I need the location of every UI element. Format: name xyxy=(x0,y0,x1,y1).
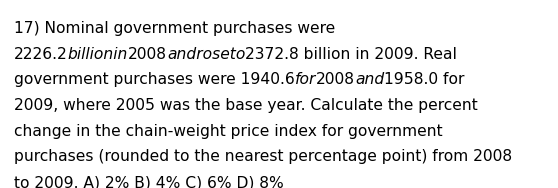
Text: 2226.2: 2226.2 xyxy=(14,46,68,61)
Text: 2009, where 2005 was the base year. Calculate the percent: 2009, where 2005 was the base year. Calc… xyxy=(14,98,478,113)
Text: androseto: androseto xyxy=(167,46,246,61)
Text: 2008: 2008 xyxy=(316,72,355,87)
Text: for: for xyxy=(295,72,316,87)
Text: and: and xyxy=(355,72,384,87)
Text: billionin: billionin xyxy=(68,46,128,61)
Text: 2008: 2008 xyxy=(128,46,167,61)
Text: 17) Nominal government purchases were: 17) Nominal government purchases were xyxy=(14,21,340,36)
Text: to 2009. A) 2% B) 4% C) 6% D) 8%: to 2009. A) 2% B) 4% C) 6% D) 8% xyxy=(14,175,283,188)
Text: purchases (rounded to the nearest percentage point) from 2008: purchases (rounded to the nearest percen… xyxy=(14,149,512,164)
Text: change in the chain-weight price index for government: change in the chain-weight price index f… xyxy=(14,124,442,139)
Text: 2372.8 billion in 2009. Real: 2372.8 billion in 2009. Real xyxy=(246,46,457,61)
Text: government purchases were 1940.6: government purchases were 1940.6 xyxy=(14,72,295,87)
Text: 1958.0 for: 1958.0 for xyxy=(384,72,465,87)
